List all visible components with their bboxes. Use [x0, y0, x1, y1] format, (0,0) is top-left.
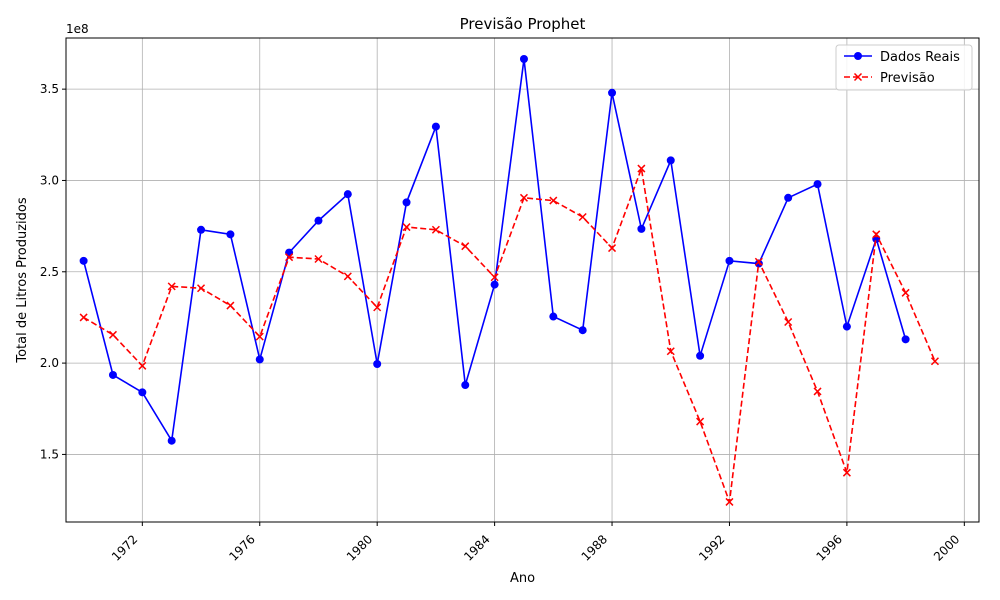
data-point-previsao — [930, 357, 939, 366]
data-point-previsao — [167, 282, 176, 291]
data-point-previsao — [461, 242, 470, 251]
series-line-previsao — [83, 165, 936, 503]
legend-marker-previsao — [853, 72, 863, 82]
data-point-dados-reais — [549, 312, 558, 321]
chart-title: Previsão Prophet — [460, 15, 586, 33]
legend-marker-dados-reais — [854, 52, 862, 60]
data-point-previsao — [138, 361, 147, 370]
data-point-dados-reais — [637, 224, 646, 233]
data-point-previsao — [79, 313, 88, 322]
data-point-dados-reais — [842, 322, 851, 331]
data-point-dados-reais — [343, 190, 352, 199]
y-axis-label: Total de Litros Produzidos — [15, 197, 30, 364]
data-point-dados-reais — [725, 256, 734, 265]
data-point-previsao — [226, 301, 235, 310]
data-point-previsao — [813, 387, 822, 396]
data-point-previsao — [255, 332, 264, 341]
data-point-previsao — [314, 254, 323, 264]
data-point-dados-reais — [608, 88, 617, 97]
data-point-dados-reais — [578, 326, 587, 335]
y-scale-multiplier: 1e8 — [66, 22, 89, 36]
data-point-previsao — [754, 257, 763, 266]
plot-frame — [65, 37, 980, 523]
data-point-previsao — [285, 253, 294, 262]
legend-label-previsao: Previsão — [880, 71, 935, 86]
data-point-dados-reais — [696, 351, 705, 360]
data-point-previsao — [519, 193, 528, 202]
data-point-dados-reais — [402, 198, 411, 207]
data-point-previsao — [725, 497, 734, 506]
data-point-previsao — [842, 468, 851, 477]
series-group — [79, 55, 939, 506]
y-tick-label: 2.0 — [40, 356, 59, 370]
data-point-previsao — [696, 417, 705, 426]
legend-label-dados-reais: Dados Reais — [880, 50, 960, 65]
data-point-dados-reais — [461, 381, 470, 390]
data-point-previsao — [490, 273, 499, 282]
data-point-previsao — [666, 347, 675, 356]
data-point-previsao — [872, 230, 881, 239]
data-point-dados-reais — [784, 193, 793, 202]
data-point-previsao — [608, 244, 617, 253]
grid — [66, 38, 979, 522]
data-point-dados-reais — [431, 122, 440, 131]
data-point-previsao — [343, 272, 352, 281]
data-point-previsao — [373, 303, 382, 312]
data-point-previsao — [637, 164, 646, 173]
data-point-dados-reais — [226, 230, 235, 239]
data-point-previsao — [402, 223, 411, 232]
data-point-previsao — [108, 330, 118, 339]
data-point-dados-reais — [167, 436, 176, 445]
data-point-previsao — [901, 288, 910, 297]
data-point-dados-reais — [373, 360, 382, 369]
data-point-previsao — [431, 225, 440, 234]
data-point-dados-reais — [197, 225, 206, 234]
y-tick-label: 3.0 — [40, 173, 59, 187]
y-tick-label: 3.5 — [40, 82, 59, 96]
y-tick-label: 1.5 — [40, 447, 59, 461]
data-point-dados-reais — [813, 180, 822, 189]
x-axis-label: Ano — [510, 571, 535, 586]
data-point-previsao — [784, 317, 793, 327]
data-point-dados-reais — [255, 355, 264, 364]
data-point-dados-reais — [138, 388, 147, 397]
data-point-dados-reais — [666, 156, 675, 165]
data-point-dados-reais — [314, 216, 323, 225]
data-point-dados-reais — [108, 370, 117, 379]
data-point-dados-reais — [901, 335, 910, 344]
data-point-dados-reais — [79, 256, 88, 265]
data-point-previsao — [197, 284, 206, 293]
legend: Dados Reais Previsão — [835, 44, 973, 91]
data-point-previsao — [578, 212, 587, 222]
data-point-dados-reais — [490, 280, 499, 289]
y-tick-label: 2.5 — [40, 265, 59, 279]
data-point-dados-reais — [519, 55, 528, 64]
data-point-previsao — [549, 196, 558, 205]
